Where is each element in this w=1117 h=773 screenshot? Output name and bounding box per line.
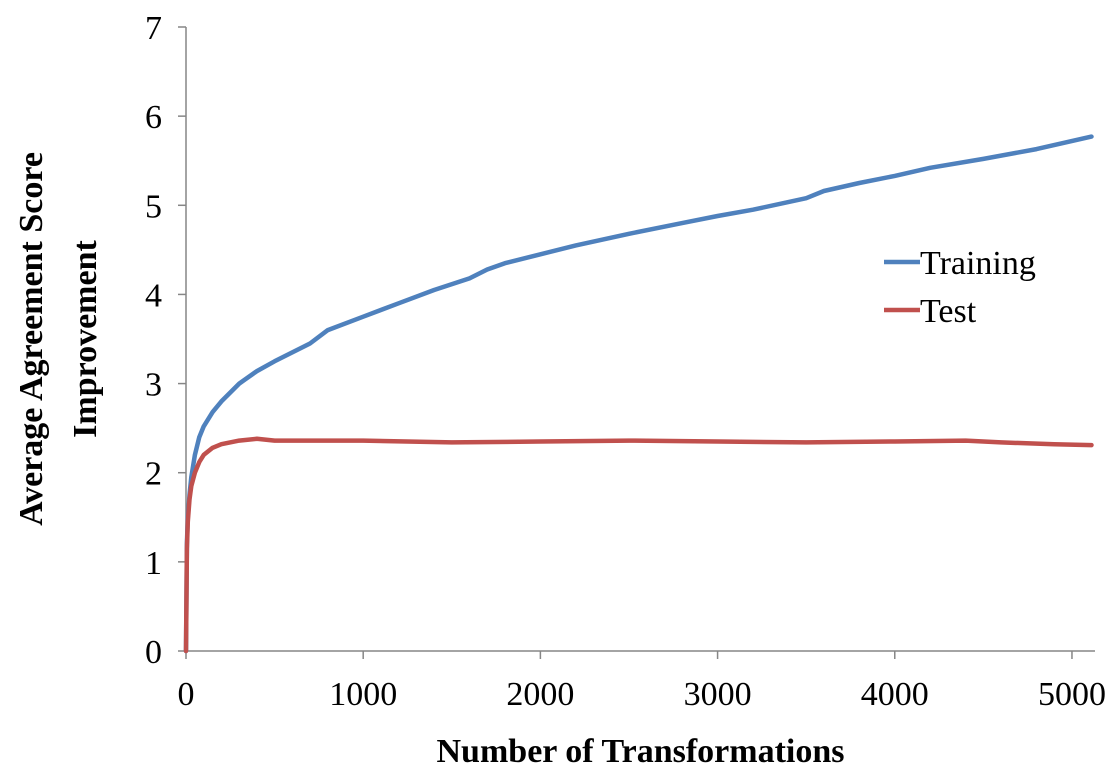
tick-labels: 0 1 2 3 4 5 6 7 0 1000 2000 3000 4000 5000: [145, 10, 1106, 713]
series-line-training: [183, 134, 1094, 654]
axes: [178, 26, 1095, 659]
y-tick-label: 3: [145, 367, 162, 404]
legend-label-training: Training: [920, 245, 1036, 282]
y-axis-title-line-1: Average Agreement Score: [13, 152, 50, 526]
y-tick-label: 2: [145, 456, 162, 493]
x-tick-label: 2000: [506, 676, 574, 713]
series-line-test: [183, 436, 1094, 654]
y-tick-label: 7: [145, 10, 162, 47]
legend-label-test: Test: [920, 293, 977, 330]
axis-titles: Number of Transformations Average Agreem…: [13, 152, 845, 770]
y-tick-label: 1: [145, 545, 162, 582]
legend: Training Test: [884, 245, 1036, 330]
series-lines: [183, 134, 1094, 654]
y-tick-label: 4: [145, 277, 162, 314]
x-tick-label: 1000: [329, 676, 397, 713]
x-tick-label: 4000: [861, 676, 929, 713]
y-tick-label: 5: [145, 188, 162, 225]
x-tick-label: 3000: [684, 676, 752, 713]
y-axis-title-line-2: Improvement: [67, 239, 104, 437]
y-tick-label: 0: [145, 634, 162, 671]
x-tick-label: 0: [178, 676, 195, 713]
x-tick-label: 5000: [1038, 676, 1106, 713]
y-tick-label: 6: [145, 99, 162, 136]
x-axis-title: Number of Transformations: [437, 733, 845, 770]
